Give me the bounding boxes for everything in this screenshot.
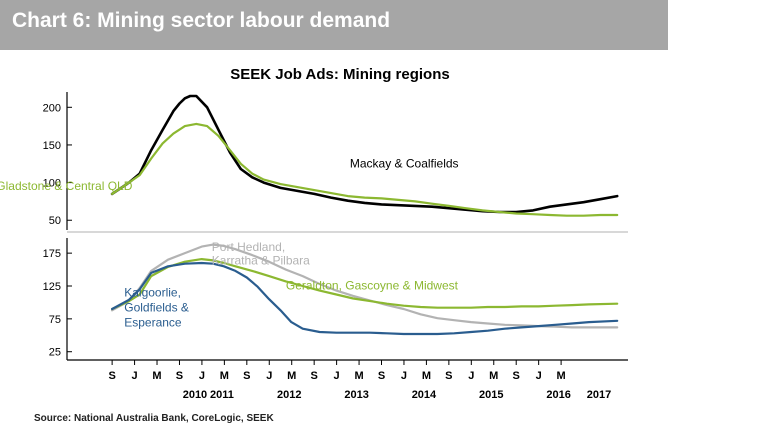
- series-label: Gladstone & Central QLD: [0, 179, 133, 193]
- series-label: Kalgoorlie,: [124, 286, 181, 300]
- y-tick-label-bottom: 175: [43, 248, 61, 260]
- x-tick-label: M: [489, 370, 498, 382]
- series-line-kalgoorlie-goldfields-esperance: [110, 261, 619, 336]
- x-tick-label: S: [176, 370, 183, 382]
- chart-header-bar: Chart 6: Mining sector labour demand: [0, 0, 668, 50]
- series-label: Geraldton, Gascoyne & Midwest: [286, 278, 459, 292]
- x-year-label: 2013: [344, 389, 368, 401]
- x-tick-label: J: [199, 370, 205, 382]
- series-line-port-hedland-karratha-pilbara: [110, 243, 619, 329]
- x-tick-label: S: [310, 370, 317, 382]
- x-tick-label: J: [266, 370, 272, 382]
- chart-heading: Chart 6: Mining sector labour demand: [12, 9, 391, 32]
- series-label: Esperance: [124, 316, 182, 330]
- x-year-label: 2014: [412, 389, 437, 401]
- x-tick-label: J: [401, 370, 407, 382]
- x-tick-label: M: [152, 370, 161, 382]
- axes-group: 50 100 150 200 25 75 125 175 S J M S J M S J M S J M S J M S J M S…: [43, 92, 628, 401]
- y-tick-label-top: 50: [49, 215, 61, 227]
- x-year-label: 2016: [546, 389, 570, 401]
- x-tick-label: S: [513, 370, 520, 382]
- y-tick-label-top: 100: [43, 178, 61, 190]
- x-tick-label: J: [334, 370, 340, 382]
- x-tick-label: J: [536, 370, 542, 382]
- x-tick-label: M: [354, 370, 363, 382]
- series-label: Goldfields &: [124, 301, 189, 315]
- series-labels-group: Mackay & Coalfields Gladstone & Central Q…: [0, 157, 459, 330]
- x-tick-label: S: [445, 370, 452, 382]
- y-tick-label-top: 150: [43, 140, 61, 152]
- x-tick-label: S: [378, 370, 385, 382]
- x-year-label: 2010: [183, 389, 207, 401]
- x-tick-label: J: [132, 370, 138, 382]
- y-tick-label-bottom: 75: [49, 314, 61, 326]
- y-tick-label-bottom: 25: [49, 347, 61, 359]
- x-tick-label: M: [557, 370, 566, 382]
- source-note: Source: National Australia Bank, CoreLog…: [34, 413, 274, 424]
- chart-title: SEEK Job Ads: Mining regions: [230, 66, 449, 83]
- x-year-label: 2012: [277, 389, 301, 401]
- series-label: Karratha & Pilbara: [212, 253, 310, 267]
- x-tick-label: S: [108, 370, 115, 382]
- x-tick-label: J: [468, 370, 474, 382]
- series-line-mackay-coalfields: [110, 94, 619, 214]
- x-tick-label: S: [243, 370, 250, 382]
- series-label: Port Hedland,: [212, 240, 285, 254]
- series-line-gladstone-central-qld: [110, 122, 619, 217]
- series-label: Mackay & Coalfields: [350, 157, 459, 171]
- y-tick-label-bottom: 125: [43, 281, 61, 293]
- x-tick-label: M: [220, 370, 229, 382]
- x-year-label: 2015: [479, 389, 503, 401]
- series-line-geraldton-gascoyne-midwest: [110, 258, 619, 311]
- x-year-label: 2011: [210, 389, 234, 401]
- series-group: [110, 94, 619, 336]
- x-year-label: 2017: [587, 389, 611, 401]
- y-tick-label-top: 200: [43, 102, 61, 114]
- x-tick-label: M: [287, 370, 296, 382]
- x-tick-label: M: [422, 370, 431, 382]
